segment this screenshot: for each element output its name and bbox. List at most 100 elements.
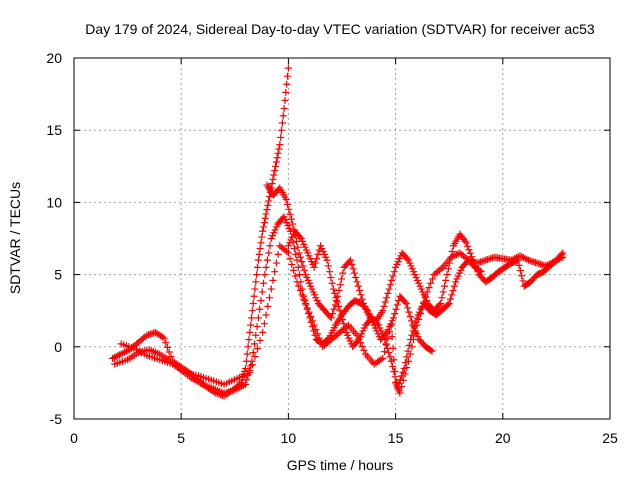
data-point xyxy=(246,369,254,377)
data-point-marker xyxy=(254,345,262,353)
data-point-marker xyxy=(286,210,294,218)
data-point xyxy=(280,105,288,113)
data-point-marker xyxy=(406,312,414,320)
x-axis-label: GPS time / hours xyxy=(287,457,394,473)
data-point-marker xyxy=(442,276,450,284)
data-point-marker xyxy=(448,291,456,299)
data-point-marker xyxy=(260,223,268,231)
data-point-marker xyxy=(278,119,286,127)
data-point-marker xyxy=(295,282,303,290)
data-point-marker xyxy=(360,346,368,354)
y-tick-label: 15 xyxy=(46,122,62,138)
data-point-marker xyxy=(313,255,321,263)
data-point-marker xyxy=(114,352,122,360)
data-point-marker xyxy=(252,331,260,339)
data-point-marker xyxy=(330,305,338,313)
data-point-marker xyxy=(407,317,415,325)
data-point-marker xyxy=(357,291,365,299)
data-point-marker xyxy=(440,282,448,290)
data-point-marker xyxy=(377,356,385,364)
data-point-marker xyxy=(279,112,287,120)
data-point-marker xyxy=(326,268,334,276)
data-point-marker xyxy=(272,158,280,166)
data-point-marker xyxy=(298,291,306,299)
data-point-marker xyxy=(476,267,484,275)
data-point-marker xyxy=(444,265,452,273)
data-point-marker xyxy=(339,269,347,277)
data-point-marker xyxy=(315,334,323,342)
data-point-marker xyxy=(516,267,524,275)
data-point-marker xyxy=(288,260,296,268)
data-point xyxy=(559,249,567,257)
data-point-marker xyxy=(268,180,276,188)
data-point-marker xyxy=(518,272,526,280)
data-point-marker xyxy=(404,304,412,312)
data-point-marker xyxy=(348,260,356,268)
y-tick-label: 0 xyxy=(54,339,62,355)
data-point-marker xyxy=(324,262,332,270)
data-point-marker xyxy=(444,301,452,309)
data-point-marker xyxy=(275,145,283,153)
data-point xyxy=(276,141,284,149)
data-point-marker xyxy=(274,250,282,258)
data-series xyxy=(109,64,567,400)
data-point-marker xyxy=(391,373,399,381)
data-point-marker xyxy=(389,362,397,370)
data-point-marker xyxy=(409,327,417,335)
data-point xyxy=(402,299,410,307)
data-point-marker xyxy=(272,259,280,267)
data-point-marker xyxy=(390,268,398,276)
data-point xyxy=(514,256,522,264)
data-point-marker xyxy=(274,149,282,157)
data-point-marker xyxy=(388,276,396,284)
data-point xyxy=(261,271,269,279)
data-point-marker xyxy=(266,294,274,302)
data-point-marker xyxy=(448,247,456,255)
data-point-marker xyxy=(333,298,341,306)
data-point xyxy=(407,336,415,344)
x-tick-label: 5 xyxy=(177,430,185,446)
data-point-marker xyxy=(271,167,279,175)
x-tick-label: 10 xyxy=(281,430,297,446)
data-point xyxy=(336,307,344,315)
data-point-marker xyxy=(331,289,339,297)
x-tick-label: 20 xyxy=(495,430,511,446)
data-point-marker xyxy=(285,205,293,213)
data-point xyxy=(428,347,436,355)
data-point-marker xyxy=(356,286,364,294)
data-point-marker xyxy=(270,171,278,179)
data-point-marker xyxy=(450,282,458,290)
data-point-marker xyxy=(341,324,349,332)
data-point-marker xyxy=(398,372,406,380)
data-point-marker xyxy=(264,201,272,209)
data-point xyxy=(404,357,412,365)
data-point-marker xyxy=(427,279,435,287)
data-point-marker xyxy=(262,263,270,271)
data-point-marker xyxy=(300,266,308,274)
data-point xyxy=(387,321,395,329)
x-tick-label: 25 xyxy=(602,430,618,446)
data-point-marker xyxy=(521,254,529,262)
data-point xyxy=(259,328,267,336)
data-point-marker xyxy=(298,258,306,266)
data-point-marker xyxy=(404,347,412,355)
data-point-marker xyxy=(308,317,316,325)
data-point xyxy=(254,256,262,264)
data-point xyxy=(353,278,361,286)
data-point xyxy=(387,357,395,365)
data-point-marker xyxy=(519,277,527,285)
data-point-marker xyxy=(446,295,454,303)
data-point xyxy=(381,336,389,344)
data-point-marker xyxy=(300,295,308,303)
data-point-marker xyxy=(247,321,255,329)
data-point-marker xyxy=(312,325,320,333)
data-point-marker xyxy=(261,214,269,222)
data-point-marker xyxy=(354,282,362,290)
y-tick-label: 10 xyxy=(46,194,62,210)
data-point-marker xyxy=(115,351,123,359)
data-point-marker xyxy=(253,271,261,279)
data-point-marker xyxy=(328,279,336,287)
data-point xyxy=(396,389,404,397)
y-tick-label: 5 xyxy=(54,267,62,283)
data-point-marker xyxy=(296,233,304,241)
